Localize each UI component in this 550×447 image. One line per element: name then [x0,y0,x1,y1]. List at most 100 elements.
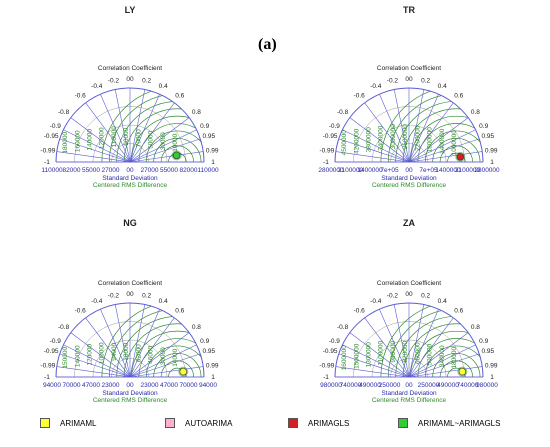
rms-tick-label: 660000 [414,342,421,364]
chart-title: NG [123,218,137,228]
rms-tick-label: 100000 [99,342,106,364]
std-tick-label: 250000 [379,382,401,389]
rms-tick-label: 140000 [87,129,94,151]
correlation-line [114,89,131,163]
correlation-tick-label: 0.95 [203,133,216,140]
rms-tick-label: 14000 [172,348,179,366]
rms-tick-label: 94000 [111,342,118,360]
correlation-tick-label: 0.4 [159,83,168,90]
correlation-tick-label: 0.4 [159,298,168,305]
correlation-tick-label: -0.95 [323,133,338,140]
correlation-tick-label: 1 [490,374,494,381]
correlation-line [100,94,131,163]
rms-tick-label: 3800000 [366,127,373,153]
std-tick-label: 82000 [179,167,197,174]
rms-circle [417,123,483,162]
legend-item-arimaml-arimagls: ARIMAML~ARIMAGLS [398,418,500,428]
correlation-axis-label: Correlation Coefficient [377,65,441,72]
correlation-tick-label: -0.95 [323,348,338,355]
rms-circle [145,130,204,162]
std-tick-label: 27000 [101,167,119,174]
std-axis-label: Standard Deviation [381,390,437,397]
correlation-line [342,129,410,163]
correlation-tick-label: -0.8 [337,109,349,116]
correlation-tick-label: -0.9 [329,123,341,130]
figure-label: (a) [258,36,277,53]
correlation-line [129,94,160,163]
data-point [172,151,181,160]
correlation-line [338,353,410,378]
correlation-tick-label: -1 [323,374,329,381]
correlation-tick-label: -0.6 [75,93,87,100]
correlation-tick-label: 0.9 [200,123,209,130]
rms-circle [160,360,194,377]
std-tick-label: 490000 [359,382,381,389]
rms-circle [131,115,204,162]
rms-tick-label: 4200000 [353,128,360,154]
std-tick-label: 23000 [140,382,158,389]
correlation-line [129,309,160,378]
correlation-line [129,353,201,378]
correlation-tick-label: -0.99 [319,362,334,369]
std-tick-label: 110000 [197,167,219,174]
rms-circle [153,353,202,377]
correlation-line [85,317,131,378]
rms-circle [424,345,483,377]
correlation-line [63,129,131,163]
std-tick-label: 00 [405,167,413,174]
rms-circle [402,323,483,377]
correlation-axis-label: Correlation Coefficient [98,65,162,72]
correlation-line [70,117,131,163]
std-tick-label: 55000 [160,167,178,174]
std-tick-label: 110000 [41,167,63,174]
correlation-line [342,344,410,378]
correlation-line [408,117,469,163]
correlation-tick-label: -1 [323,159,329,166]
std-tick-label: 70000 [62,382,80,389]
rms-tick-label: 180000 [62,132,69,154]
std-tick-label: 2100000 [338,167,364,174]
rms-circle [145,345,204,377]
correlation-tick-label: -0.9 [50,123,62,130]
legend-swatch [40,418,50,428]
std-axis-label: Standard Deviation [102,390,158,397]
legend-label: AUTOARIMA [185,418,233,428]
correlation-tick-label: 0.99 [485,147,498,154]
correlation-tick-label: -0.2 [108,78,120,85]
correlation-tick-label: -0.9 [50,338,62,345]
rms-circle [380,303,483,377]
correlation-line [335,151,410,163]
correlation-tick-label: 00 [405,76,413,83]
rms-tick-label: 1000000 [451,130,458,156]
correlation-tick-label: 0.95 [482,133,495,140]
correlation-tick-label: 0.6 [175,93,184,100]
rms-tick-label: 120000 [87,344,94,366]
correlation-line [379,94,410,163]
rms-tick-label: 120000 [99,127,106,149]
correlation-line [100,309,131,378]
correlation-tick-label: -0.8 [58,324,70,331]
rms-tick-label: 10000 [172,133,179,151]
correlation-line [129,304,146,378]
rms-tick-label: 340000 [439,345,446,367]
correlation-tick-label: -0.6 [354,308,366,315]
correlation-tick-label: 0.9 [479,123,488,130]
std-tick-label: 250000 [418,382,440,389]
outer-arc [55,87,205,163]
rms-circle [131,330,204,377]
correlation-tick-label: -0.4 [370,298,382,305]
rms-tick-label: 3400000 [378,125,385,151]
data-point [179,367,187,376]
correlation-line [129,117,190,163]
std-tick-label: 23000 [101,382,119,389]
correlation-tick-label: 0.99 [485,362,498,369]
correlation-axis-label: Correlation Coefficient [98,280,162,287]
rms-circle [101,303,204,377]
correlation-line [129,344,197,378]
correlation-tick-label: -0.99 [319,147,334,154]
rms-circle [432,353,481,377]
correlation-line [129,366,204,378]
rms-circle [138,123,204,162]
legend-swatch [288,418,298,428]
